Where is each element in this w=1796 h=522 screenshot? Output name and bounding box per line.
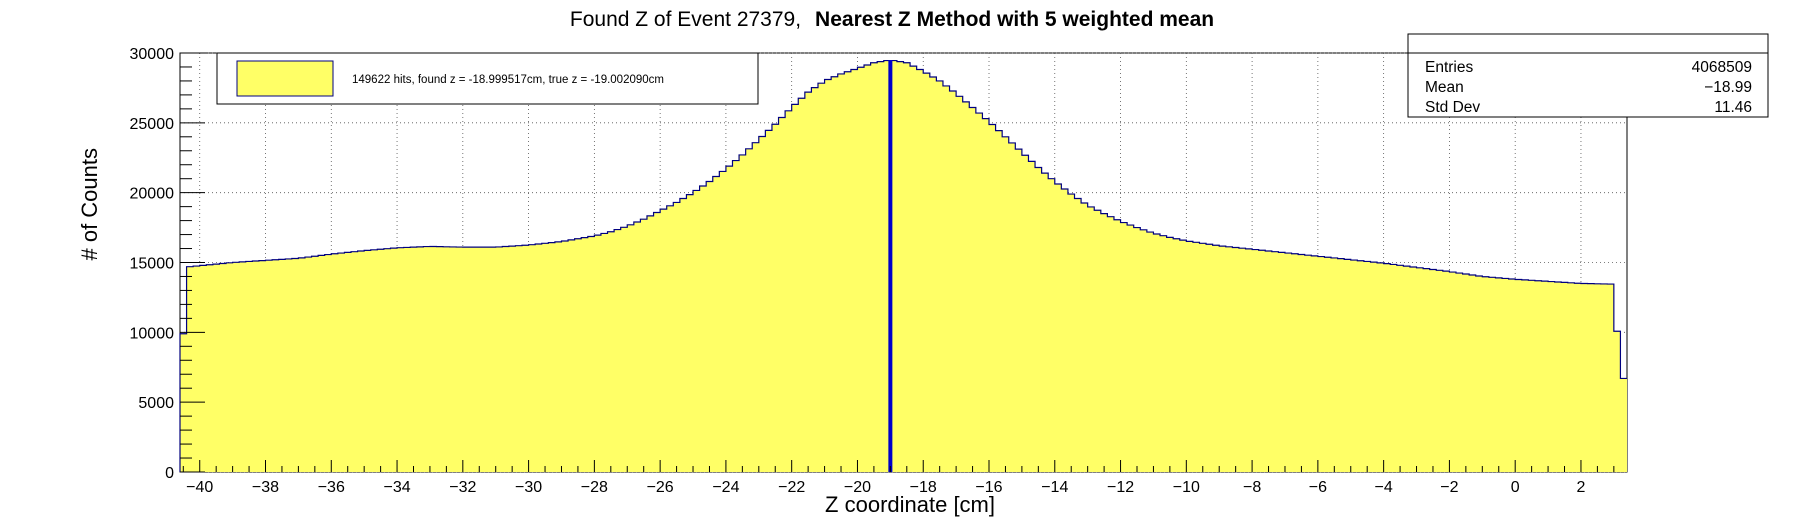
y-tick-label: 20000 (130, 186, 175, 203)
x-tick-label: −12 (1107, 479, 1134, 496)
x-tick-label: −38 (252, 479, 279, 496)
y-tick-label: 30000 (130, 46, 175, 63)
x-tick-label: −10 (1173, 479, 1200, 496)
stats-box-frame (1407, 33, 1769, 118)
y-tick-label: 25000 (130, 116, 175, 133)
x-tick-label: −28 (581, 479, 608, 496)
legend-label: 149622 hits, found z = -18.999517cm, tru… (352, 74, 664, 86)
x-tick-label: −14 (1041, 479, 1068, 496)
axes: −40 −38 −36 −34 −32 −30 −28 −26 −24 −22 −20 −18 −16−… (130, 46, 1615, 496)
x-tick-label: −16 (975, 479, 1002, 496)
x-tick-label: −32 (449, 479, 476, 496)
y-tick-label: 10000 (130, 325, 175, 342)
x-tick-label: −36 (318, 479, 345, 496)
chart-title: Found Z of Event 27379, Nearest Z Method … (570, 8, 1214, 31)
chart-title-bold: Nearest Z Method with 5 weighted mean (815, 8, 1214, 31)
stats-mean-value: −18.99 (1704, 79, 1752, 96)
x-axis-label: Z coordinate [cm] (825, 492, 995, 517)
x-tick-label: −4 (1375, 479, 1393, 496)
x-tick-label: −6 (1309, 479, 1327, 496)
y-tick-label: 15000 (130, 256, 175, 273)
legend-swatch (236, 60, 334, 97)
x-tick-label: −24 (712, 479, 739, 496)
x-tick-label: −26 (647, 479, 674, 496)
legend: 149622 hits, found z = -18.999517cm, tru… (216, 52, 759, 105)
stats-stddev-label: Std Dev (1425, 99, 1480, 116)
y-axis-label: # of Counts (77, 148, 102, 261)
x-tick-label: −30 (515, 479, 542, 496)
stats-entries-value: 4068509 (1692, 59, 1752, 76)
x-tick-label: 2 (1577, 479, 1586, 496)
x-tick-label: −8 (1243, 479, 1261, 496)
y-tick-label: 5000 (138, 395, 174, 412)
chart-title-normal: Found Z of Event 27379, (570, 8, 801, 31)
stats-stddev-value: 11.46 (1714, 99, 1752, 116)
x-tick-label: −18 (910, 479, 937, 496)
stats-entries-label: Entries (1425, 59, 1473, 76)
x-tick-label: −22 (778, 479, 805, 496)
x-tick-label: −34 (383, 479, 410, 496)
histogram-outline (179, 59, 1627, 472)
histogram-fill (180, 60, 1627, 473)
x-tick-label: 0 (1511, 479, 1520, 496)
stats-mean-label: Mean (1425, 79, 1464, 96)
x-tick-label: −20 (844, 479, 871, 496)
x-tick-label: −2 (1440, 479, 1458, 496)
stats-box: Entries 4068509 Mean −18.99 Std Dev 11.4… (1407, 33, 1769, 118)
x-tick-label: −40 (186, 479, 213, 496)
y-tick-label: 0 (165, 465, 174, 482)
